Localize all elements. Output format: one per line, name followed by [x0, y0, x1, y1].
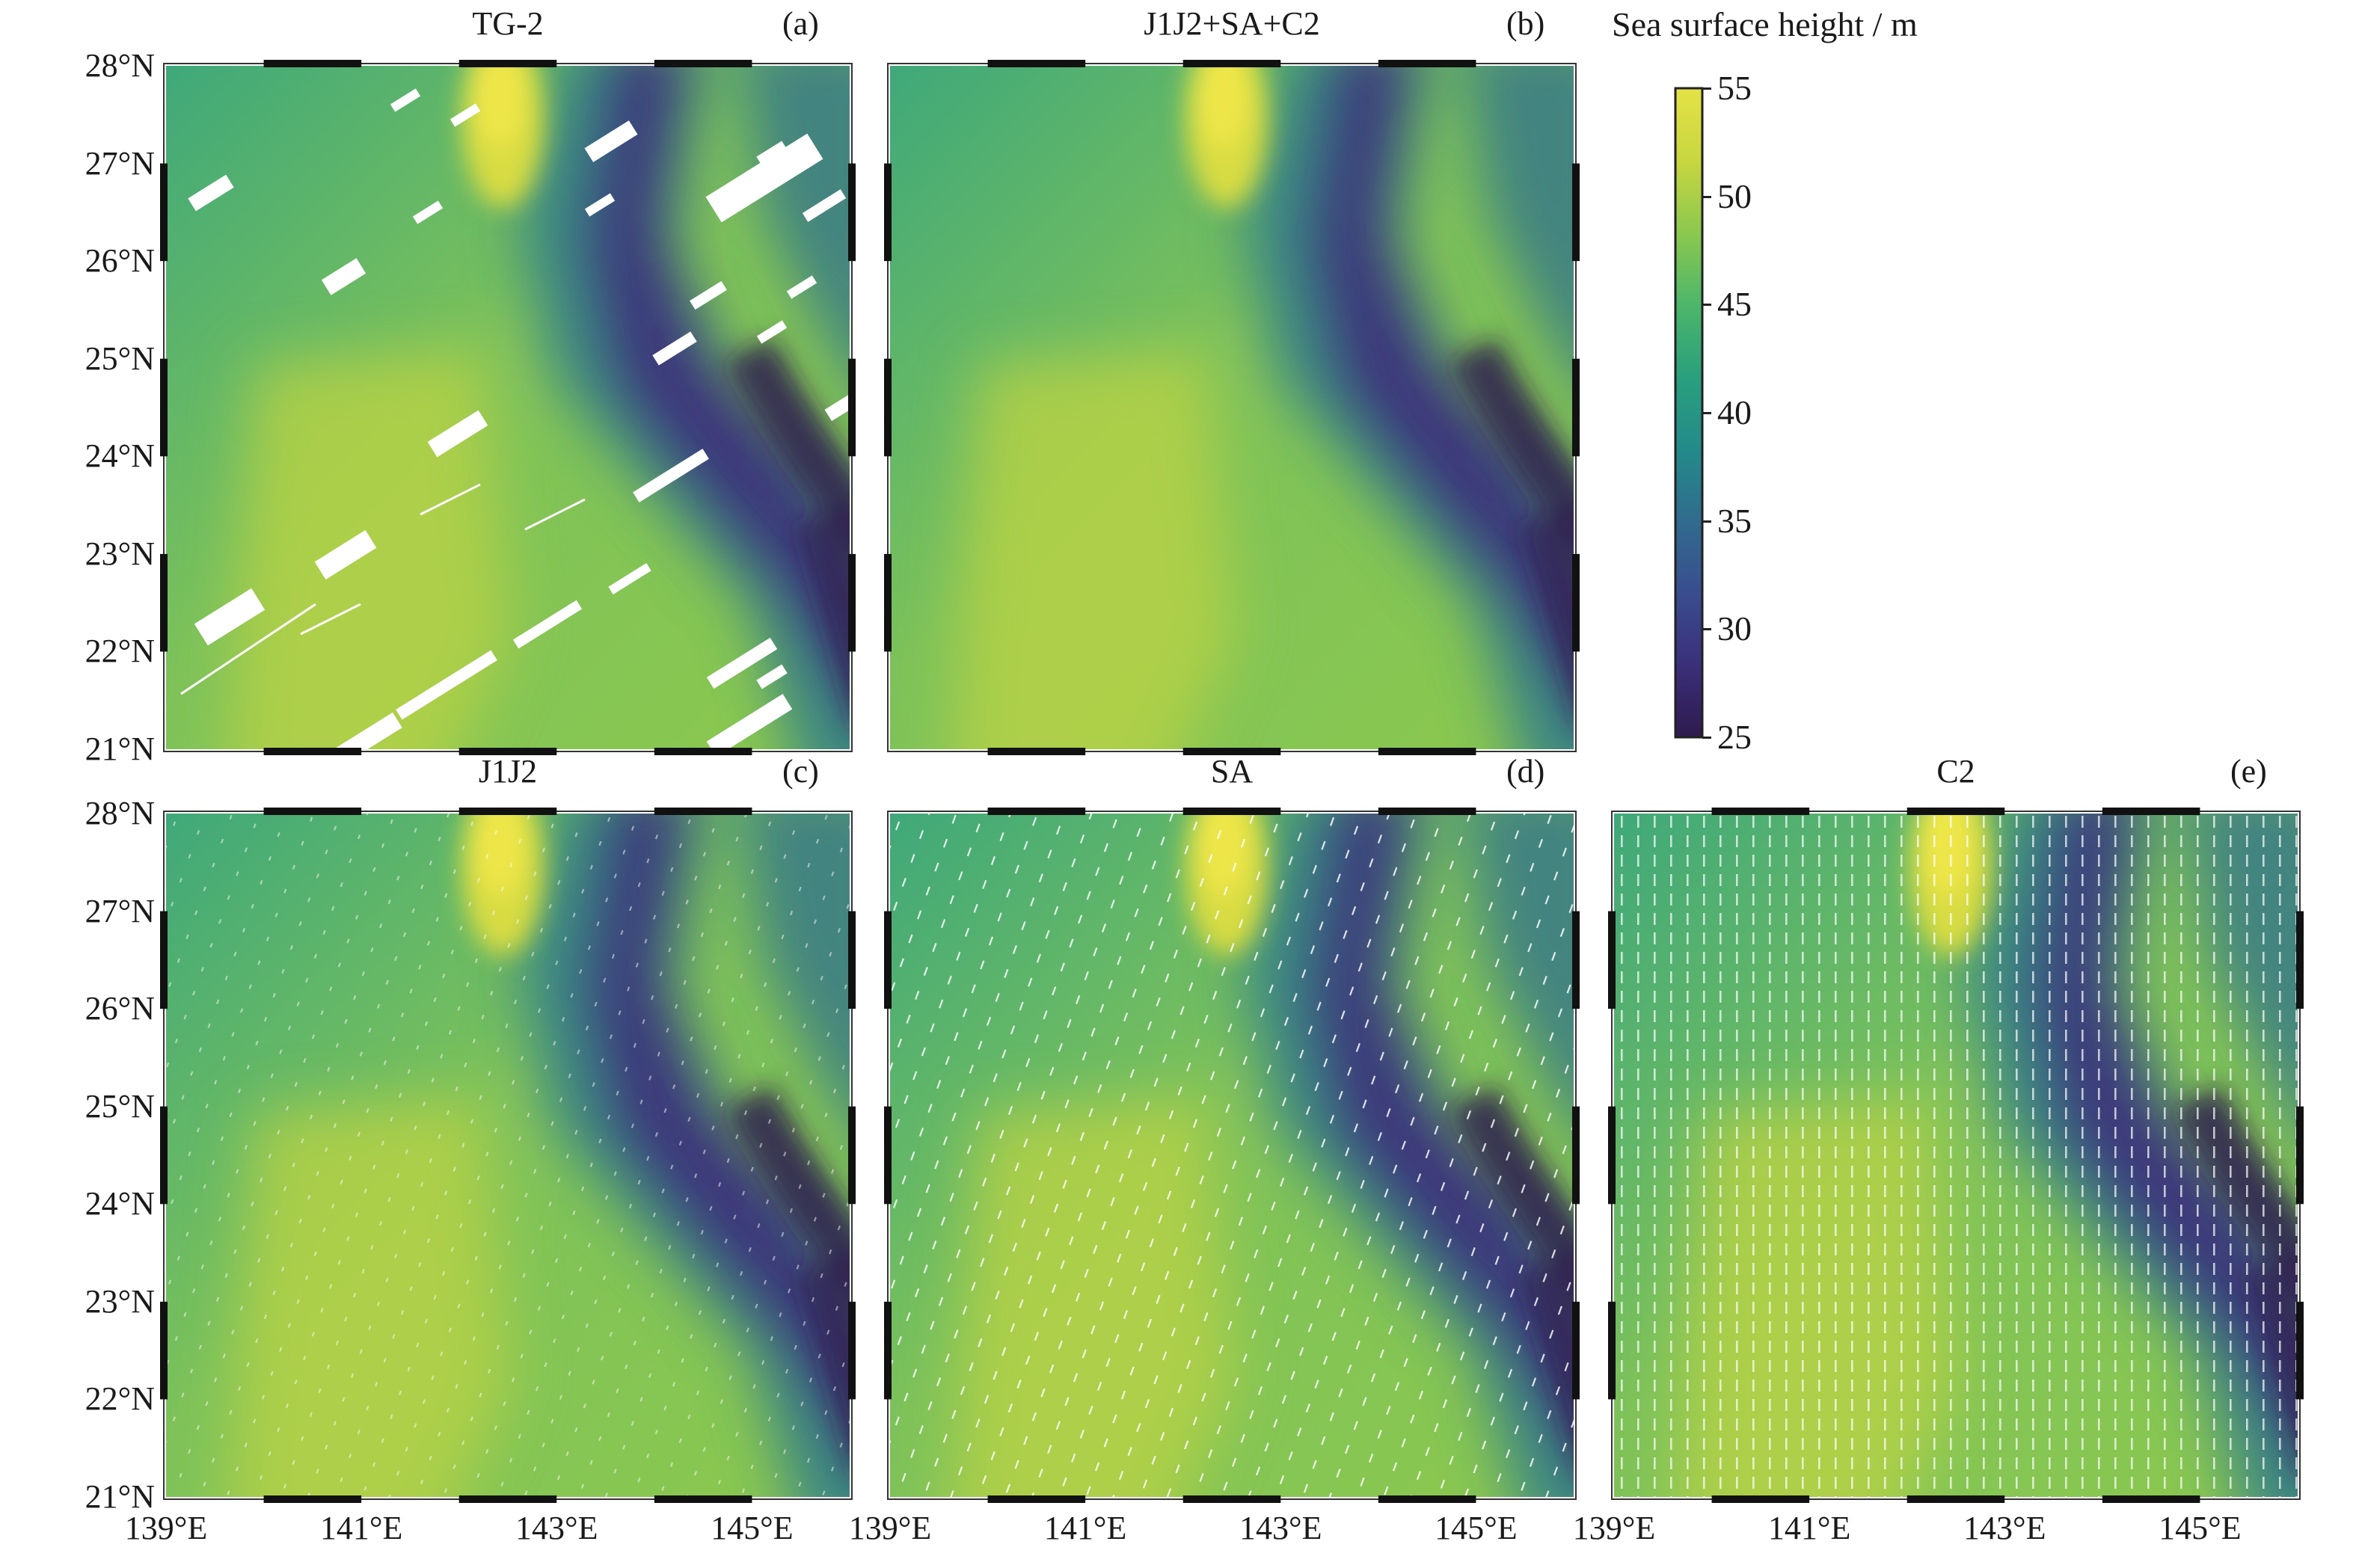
lat-label: 28°N [85, 47, 155, 84]
panel-label: (b) [1506, 5, 1545, 42]
panel-title: J1J2 [478, 753, 538, 790]
lon-label: 145°E [711, 1510, 794, 1546]
lat-label: 26°N [85, 242, 155, 280]
panel-title: C2 [1936, 753, 1975, 790]
ssh-field-b [890, 66, 1574, 749]
colorbar-tick [1702, 304, 1711, 307]
map-border-ticks [884, 808, 1580, 1503]
lon-label: 141°E [319, 1510, 403, 1546]
lon-label: 143°E [1239, 1510, 1322, 1546]
ssh-field-a [166, 66, 850, 749]
colorbar-tick [1702, 87, 1711, 90]
lon-label: 143°E [515, 1510, 598, 1546]
lat-label: 25°N [85, 1087, 155, 1125]
ssh-field-c [166, 814, 850, 1497]
ssh-field-e [1614, 814, 2298, 1497]
lon-label: 145°E [1435, 1510, 1518, 1546]
panel-label: (c) [782, 753, 819, 790]
panel-title: TG-2 [472, 5, 544, 42]
map-border-ticks [884, 60, 1580, 755]
map-border-ticks [1608, 808, 2304, 1503]
lat-label: 22°N [85, 633, 155, 670]
map-border-ticks [160, 808, 856, 1503]
lat-label: 26°N [85, 990, 155, 1027]
colorbar-tick [1702, 195, 1711, 198]
lat-label: 24°N [85, 1185, 155, 1223]
colorbar-tick [1702, 520, 1711, 523]
colorbar [1674, 87, 1704, 739]
map-panel-a [166, 66, 850, 749]
map-panel-d [890, 814, 1574, 1497]
lon-label: 139°E [124, 1510, 208, 1546]
panel-title: J1J2+SA+C2 [1144, 5, 1320, 42]
colorbar-tick [1702, 737, 1711, 739]
colorbar-tick-label: 35 [1717, 501, 1752, 540]
lon-label: 145°E [2159, 1510, 2242, 1546]
colorbar-tick-label: 50 [1717, 176, 1752, 215]
panel-label: (a) [782, 5, 819, 42]
lat-label: 21°N [85, 731, 155, 767]
lat-label: 27°N [85, 144, 155, 182]
lat-label: 23°N [85, 535, 155, 572]
colorbar-tick [1702, 628, 1711, 631]
map-panel-c [166, 814, 850, 1497]
panel-label: (e) [2230, 753, 2267, 790]
lat-label: 23°N [85, 1282, 155, 1320]
lat-label: 21°N [85, 1478, 155, 1515]
lat-label: 24°N [85, 437, 155, 475]
map-panel-b [890, 66, 1574, 749]
lon-label: 139°E [1572, 1510, 1656, 1546]
colorbar-tick-label: 30 [1717, 609, 1752, 648]
map-border-ticks [160, 60, 856, 755]
lon-label: 143°E [1963, 1510, 2046, 1546]
panel-title: SA [1210, 753, 1254, 790]
colorbar-tick-label: 25 [1717, 718, 1752, 756]
ssh-field-d [890, 814, 1574, 1497]
colorbar-tick-label: 40 [1717, 393, 1752, 431]
lon-label: 141°E [1043, 1510, 1127, 1546]
colorbar-tick [1702, 412, 1711, 414]
panel-label: (d) [1506, 753, 1545, 790]
lat-label: 25°N [85, 339, 155, 377]
lat-label: 27°N [85, 892, 155, 929]
lon-label: 139°E [848, 1510, 932, 1546]
map-panel-e [1614, 814, 2298, 1497]
colorbar-title: Sea surface height / m [1612, 5, 1918, 43]
colorbar-tick-label: 55 [1717, 69, 1752, 107]
lat-label: 28°N [85, 795, 155, 831]
colorbar-tick-label: 45 [1717, 285, 1752, 324]
lon-label: 141°E [1767, 1510, 1851, 1546]
lat-label: 22°N [85, 1380, 155, 1418]
